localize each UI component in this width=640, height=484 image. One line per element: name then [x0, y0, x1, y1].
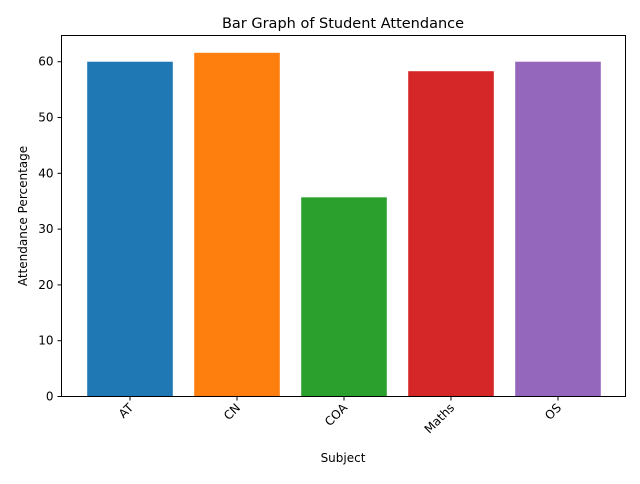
y-axis: 0 10 20 30 40 50 60 [38, 55, 62, 404]
y-tick-label: 30 [38, 222, 53, 236]
x-tick-label-os: OS [542, 401, 564, 423]
x-axis: AT CN COA Maths OS [116, 396, 564, 437]
y-tick-label: 20 [38, 278, 53, 292]
bar-at [87, 61, 173, 397]
x-tick-label-at: AT [116, 400, 137, 421]
plot-frame [61, 35, 626, 397]
y-tick-label: 50 [38, 111, 53, 125]
x-tick-label-cn: CN [221, 401, 243, 423]
y-tick-label: 10 [38, 334, 53, 348]
bar-cn [194, 52, 280, 397]
bar-coa [301, 197, 387, 397]
y-tick-label: 60 [38, 55, 53, 69]
x-tick-label-maths: Maths [422, 401, 458, 437]
bar-maths [408, 71, 494, 397]
bar-os [515, 61, 601, 397]
chart-title: Bar Graph of Student Attendance [222, 16, 464, 32]
x-axis-label: Subject [321, 451, 366, 465]
y-tick-label: 0 [46, 390, 54, 404]
x-tick-label-coa: COA [322, 400, 351, 429]
y-tick-label: 40 [38, 166, 53, 180]
bars-group [87, 52, 601, 397]
y-axis-label: Attendance Percentage [16, 146, 30, 286]
